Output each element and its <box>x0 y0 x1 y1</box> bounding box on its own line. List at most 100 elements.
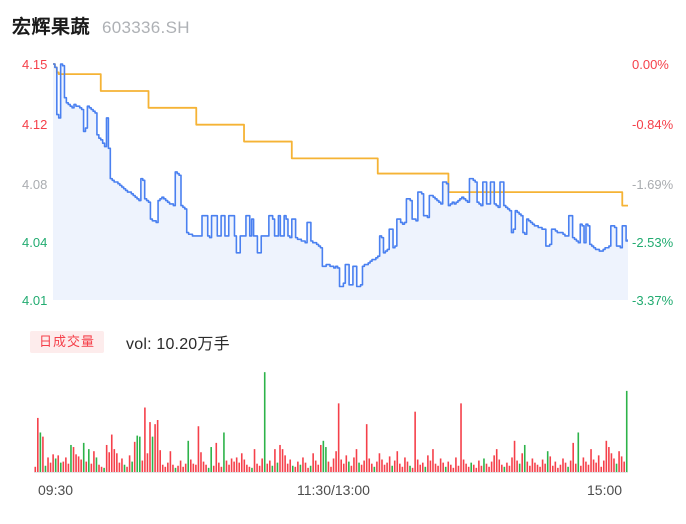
volume-bar <box>72 447 75 472</box>
volume-bar <box>228 464 230 472</box>
volume-bar <box>37 417 39 472</box>
volume-value: vol: 10.20万手 <box>126 336 230 353</box>
volume-bar <box>457 465 460 472</box>
volume-bar <box>455 457 457 472</box>
volume-bar <box>159 450 161 472</box>
volume-bar <box>169 451 172 472</box>
volume-bar <box>365 424 368 472</box>
volume-bar <box>592 459 595 472</box>
volume-bar <box>488 466 490 472</box>
volume-bar <box>317 464 320 472</box>
volume-bar <box>59 462 62 472</box>
volume-bar <box>416 459 419 472</box>
volume-bar <box>146 453 149 472</box>
volume-bar <box>271 465 274 472</box>
volume-bar <box>501 464 503 472</box>
volume-bar <box>587 464 590 472</box>
volume-bar <box>62 461 65 472</box>
volume-bar <box>47 457 49 472</box>
volume-bar <box>539 466 541 472</box>
volume-bar <box>564 462 567 472</box>
volume-bar <box>414 411 416 472</box>
volume-bar <box>381 459 383 472</box>
volume-bar <box>493 455 495 472</box>
price-axis-right-label: -0.84% <box>632 117 674 132</box>
price-chart[interactable]: 4.15 4.12 4.08 4.04 4.01 0.00% -0.84% -1.69% -2… <box>0 50 686 318</box>
volume-bar <box>184 463 187 472</box>
volume-bar <box>508 465 511 472</box>
volume-bar <box>569 460 572 472</box>
volume-bar <box>531 458 534 472</box>
volume-bar <box>452 467 455 472</box>
volume-bar <box>70 444 72 472</box>
volume-bar <box>602 460 605 472</box>
volume-bar <box>299 464 302 472</box>
volume-bar <box>577 432 580 472</box>
volume-bar <box>144 407 146 472</box>
price-axis-left-label: 4.15 <box>22 57 48 72</box>
volume-bar <box>572 442 574 472</box>
volume-bar <box>470 462 473 472</box>
x-axis-tick: 15:00 <box>587 482 623 498</box>
stock-code: 603336.SH <box>102 18 190 37</box>
volume-bar <box>88 449 90 472</box>
volume-bar <box>274 449 276 472</box>
volume-bar <box>600 466 603 472</box>
volume-bar <box>108 452 111 472</box>
volume-bar <box>337 403 340 472</box>
volume-bar <box>562 458 564 472</box>
volume-bar <box>75 454 77 472</box>
volume-bar <box>506 462 508 472</box>
price-line <box>53 63 628 288</box>
volume-bar <box>483 458 485 472</box>
volume-bar <box>256 463 258 472</box>
volume-bar <box>355 449 358 472</box>
volume-bar <box>544 463 546 472</box>
volume-bar <box>200 452 202 472</box>
volume-bar <box>174 467 177 472</box>
volume-bar <box>490 461 493 472</box>
volume-bar <box>429 460 432 472</box>
volume-bar <box>286 463 289 472</box>
volume-bar <box>554 461 557 472</box>
volume-bar <box>378 453 381 472</box>
price-plot-area[interactable] <box>53 50 628 300</box>
volume-bar <box>383 464 386 472</box>
volume-bar <box>307 467 309 472</box>
volume-bar <box>110 434 113 472</box>
stock-name: 宏辉果蔬 <box>12 17 91 38</box>
volume-bar <box>156 420 159 472</box>
volume-bar <box>42 436 44 472</box>
volume-bar <box>373 466 376 472</box>
volume-bar <box>291 465 294 472</box>
volume-bar <box>167 462 169 472</box>
volume-bar <box>141 460 144 472</box>
volume-bar <box>205 464 207 472</box>
volume-bar <box>434 463 437 472</box>
volume-bar <box>325 447 327 472</box>
volume-plot-area[interactable] <box>34 366 628 472</box>
volume-bar <box>195 464 197 472</box>
volume-bar <box>610 453 613 472</box>
price-axis-left-label: 4.01 <box>22 293 48 308</box>
volume-bar <box>179 460 182 472</box>
volume-badge: 日成交量 <box>30 331 105 353</box>
volume-bar <box>388 456 391 472</box>
volume-bar <box>218 462 220 472</box>
volume-bar <box>289 459 292 472</box>
volume-bar <box>529 465 531 472</box>
volume-bar <box>246 464 248 472</box>
volume-bar <box>521 453 523 472</box>
volume-bar <box>393 460 396 472</box>
volume-bar <box>462 459 465 472</box>
volume-bar <box>230 458 233 472</box>
volume-bar <box>192 463 195 472</box>
volume-bar <box>235 457 238 472</box>
volume-bar <box>302 457 304 472</box>
volume-bar <box>151 436 154 472</box>
volume-bar <box>90 463 93 472</box>
volume-chart[interactable] <box>0 366 686 476</box>
volume-bar <box>615 463 618 472</box>
volume-bar <box>551 465 554 472</box>
